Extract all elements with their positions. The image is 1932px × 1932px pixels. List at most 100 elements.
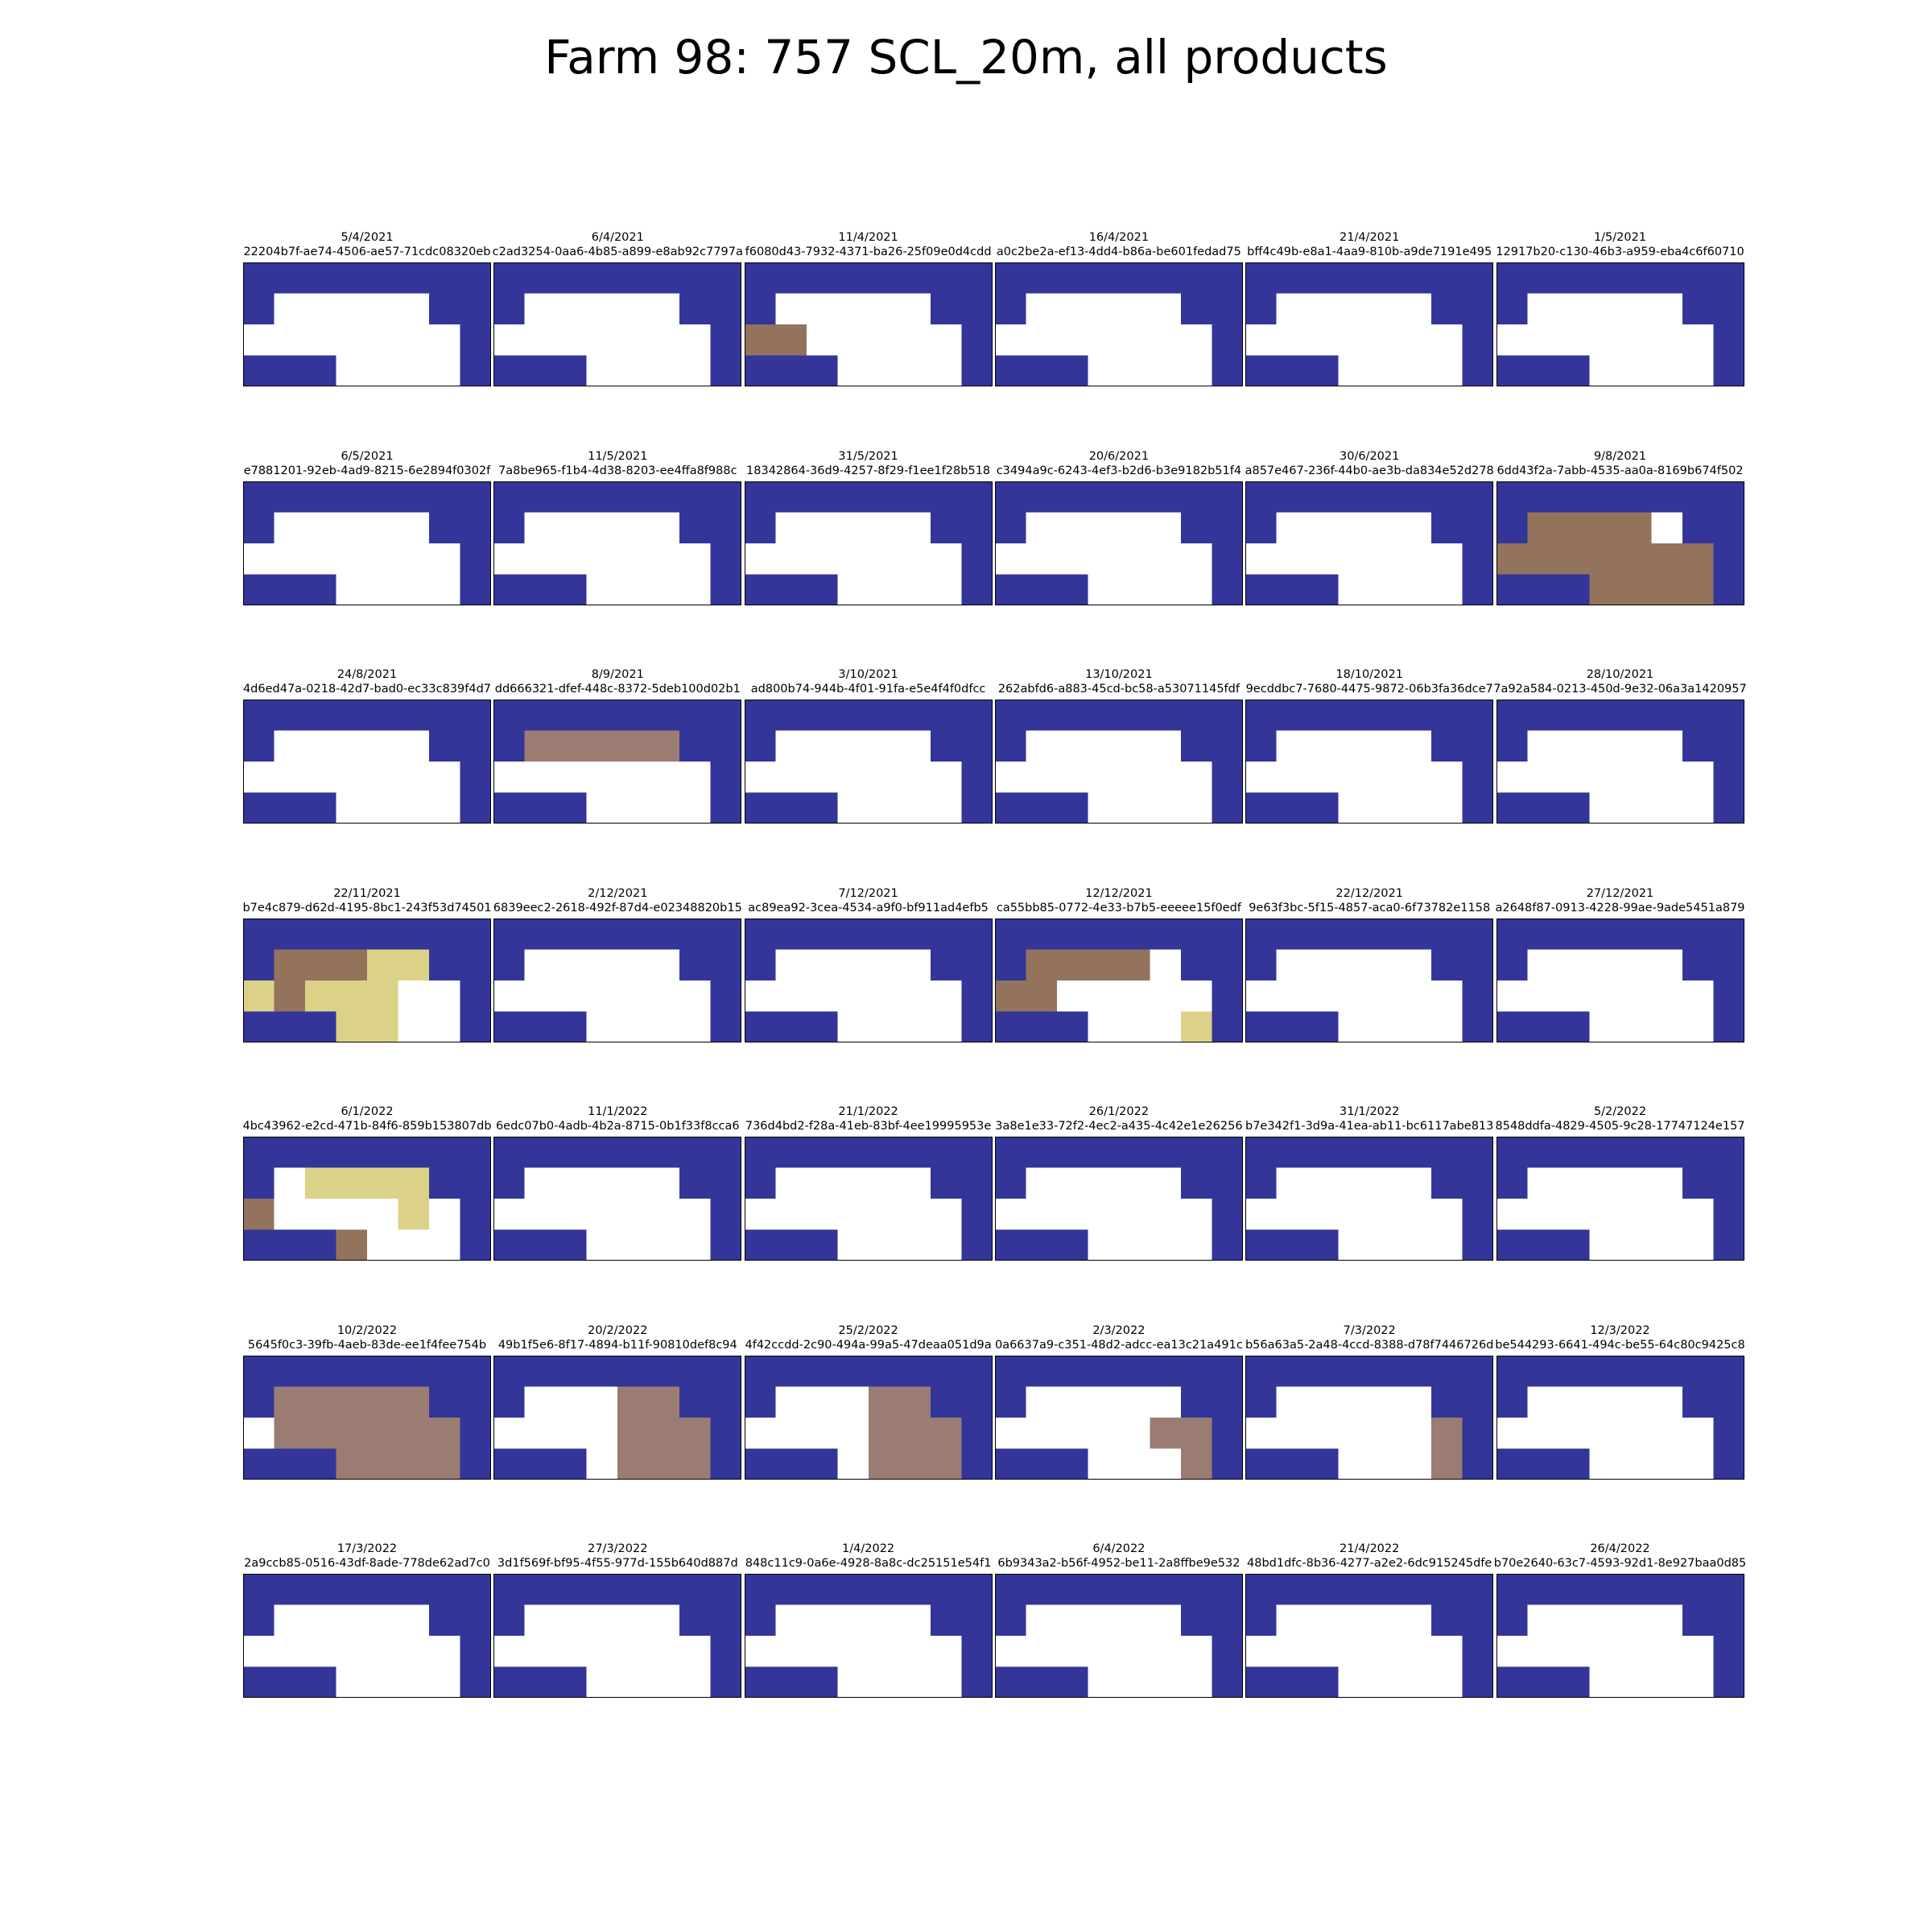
scl-heatmap	[493, 918, 742, 1042]
heatmap-cell	[1400, 1448, 1432, 1480]
heatmap-cell	[1307, 730, 1340, 762]
heatmap-cell	[524, 1666, 557, 1698]
heatmap-cell	[1651, 543, 1683, 575]
heatmap-cell	[1589, 1355, 1621, 1387]
heatmap-cell	[243, 1604, 275, 1637]
heatmap-cell	[305, 1417, 337, 1449]
heatmap-cell	[274, 1417, 306, 1449]
heatmap-cell	[775, 918, 807, 950]
heatmap-cell	[1276, 1666, 1308, 1698]
heatmap-cell	[899, 762, 931, 794]
heatmap-cell	[710, 980, 742, 1012]
heatmap-cell	[1307, 1355, 1340, 1387]
heatmap-cell	[1245, 980, 1278, 1012]
heatmap-cell	[1180, 700, 1213, 732]
heatmap-cell	[1118, 512, 1151, 544]
heatmap-cell	[617, 1011, 650, 1042]
heatmap-cell	[1338, 1011, 1370, 1042]
heatmap-cell	[930, 792, 962, 824]
panel-date-label: 5/4/2021	[341, 231, 394, 244]
panel-product-id: a0c2be2a-ef13-4dd4-b86a-be601fedad75	[996, 246, 1241, 258]
heatmap-cell	[1713, 481, 1744, 513]
heatmap-cell	[1496, 1604, 1528, 1637]
heatmap-cell	[679, 481, 712, 513]
heatmap-cell	[1651, 1011, 1683, 1042]
heatmap-cell	[1589, 1386, 1621, 1418]
heatmap-cell	[930, 1448, 962, 1480]
heatmap-cell	[1496, 700, 1528, 732]
heatmap-cell	[1651, 1229, 1683, 1261]
heatmap-cell	[555, 762, 588, 794]
heatmap-cell	[710, 730, 742, 762]
heatmap-cell	[1056, 1229, 1089, 1261]
heatmap-cell	[1620, 1011, 1652, 1042]
heatmap-cell	[1118, 1199, 1151, 1231]
heatmap-cell	[930, 1167, 962, 1199]
heatmap-cell	[1369, 792, 1402, 824]
heatmap-cell	[1307, 1167, 1340, 1199]
heatmap-cell	[1462, 262, 1494, 295]
panel-product-id: b7e4c879-d62d-4195-8bc1-243f53d74501	[242, 901, 492, 914]
heatmap-cell	[1056, 574, 1089, 605]
heatmap-cell	[429, 1666, 461, 1698]
heatmap-cell	[1431, 543, 1463, 575]
heatmap-cell	[1527, 355, 1559, 386]
heatmap-cell	[1527, 293, 1559, 325]
heatmap-cell	[367, 1167, 399, 1199]
heatmap-cell	[1651, 293, 1683, 325]
heatmap-cell	[1088, 1167, 1120, 1199]
heatmap-cell	[586, 792, 619, 824]
heatmap-cell	[1651, 1604, 1683, 1637]
heatmap-cell	[775, 1604, 807, 1637]
heatmap-cell	[274, 918, 306, 950]
heatmap-cell	[806, 1011, 838, 1042]
heatmap-cell	[775, 1167, 807, 1199]
heatmap-cell	[305, 481, 337, 513]
heatmap-cell	[1026, 980, 1058, 1012]
heatmap-cell	[710, 1137, 742, 1169]
heatmap-cell	[806, 730, 838, 762]
heatmap-cell	[1496, 792, 1528, 824]
heatmap-cell	[524, 1011, 557, 1042]
heatmap-cell	[617, 1167, 650, 1199]
heatmap-cell	[460, 543, 491, 575]
heatmap-cell	[899, 512, 931, 544]
heatmap-cell	[1088, 1417, 1120, 1449]
heatmap-cell	[305, 293, 337, 325]
heatmap-cell	[868, 481, 900, 513]
heatmap-cell	[243, 1448, 275, 1480]
heatmap-cell	[1307, 324, 1340, 357]
heatmap-cell	[1462, 1355, 1494, 1387]
heatmap-cell	[460, 700, 491, 732]
heatmap-cell	[367, 792, 399, 824]
heatmap-cell	[1713, 1417, 1744, 1449]
heatmap-cell	[1462, 1199, 1494, 1231]
heatmap-cell	[1056, 1167, 1089, 1199]
scene-panel: 22/11/2021 b7e4c879-d62d-4195-8bc1-243f53…	[242, 887, 492, 1042]
scl-heatmap	[1245, 1574, 1494, 1698]
heatmap-cell	[806, 355, 838, 386]
heatmap-cell	[899, 574, 931, 605]
heatmap-cell	[1212, 262, 1243, 295]
heatmap-cell	[1620, 1666, 1652, 1698]
heatmap-cell	[1682, 1167, 1714, 1199]
heatmap-cell	[1558, 762, 1590, 794]
heatmap-cell	[744, 980, 776, 1012]
scene-panel: 21/1/2022 736d4bd2-f28a-41eb-83bf-4ee1999…	[744, 1105, 993, 1261]
heatmap-cell	[1056, 355, 1089, 386]
heatmap-cell	[961, 1448, 993, 1480]
heatmap-cell	[1118, 1386, 1151, 1418]
heatmap-cell	[1150, 1229, 1182, 1261]
heatmap-cell	[524, 324, 557, 357]
heatmap-cell	[1682, 262, 1714, 295]
heatmap-cell	[744, 262, 776, 295]
heatmap-cell	[555, 574, 588, 605]
heatmap-cell	[524, 293, 557, 325]
heatmap-cell	[868, 918, 900, 950]
heatmap-cell	[837, 574, 869, 605]
heatmap-cell	[1589, 1604, 1621, 1637]
heatmap-cell	[1212, 918, 1243, 950]
scl-heatmap	[493, 1574, 742, 1698]
heatmap-cell	[1307, 543, 1340, 575]
